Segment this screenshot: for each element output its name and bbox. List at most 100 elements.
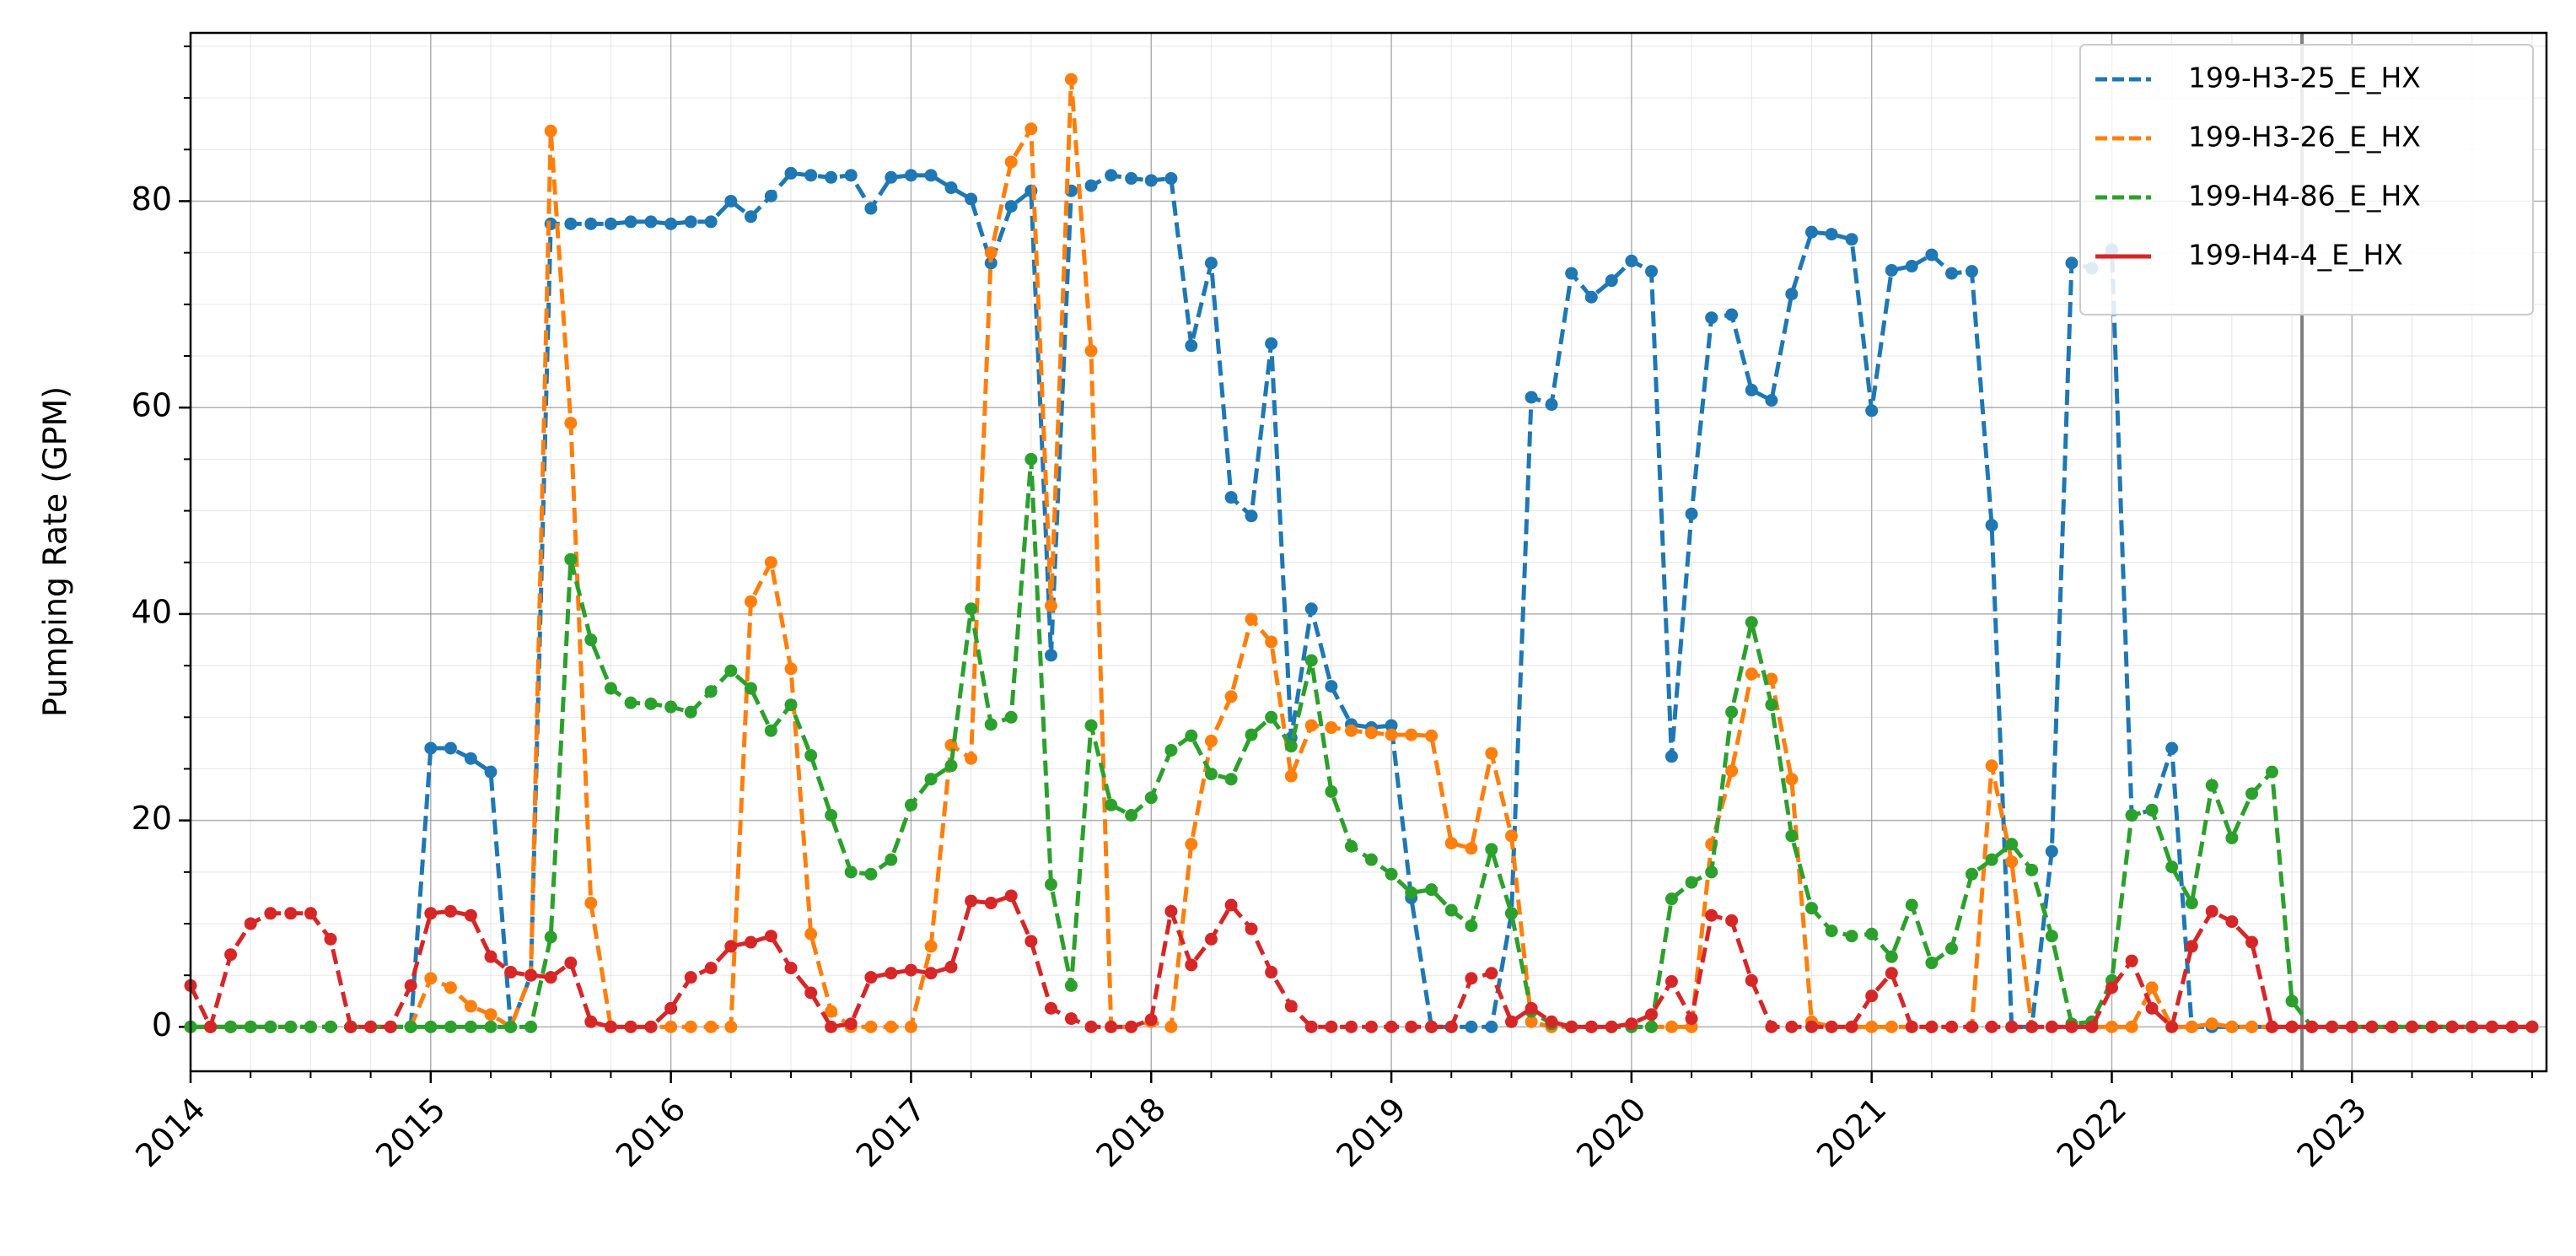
data-point [464, 1020, 477, 1033]
data-point [1865, 1020, 1879, 1033]
data-point [2385, 1020, 2399, 1033]
data-point [1845, 1020, 1858, 1033]
data-point [1645, 1008, 1659, 1022]
data-point [1725, 914, 1739, 927]
data-point [1705, 908, 1718, 922]
data-point [1385, 728, 1398, 741]
data-point [624, 1020, 637, 1033]
data-point [424, 907, 438, 920]
x-tick-label: 2015 [368, 1091, 453, 1175]
data-point [2245, 787, 2259, 800]
data-point [1845, 930, 1858, 943]
data-point [1465, 842, 1478, 855]
data-point [1344, 724, 1358, 737]
data-point [544, 971, 557, 984]
data-point [1745, 667, 1758, 681]
data-point [864, 971, 878, 984]
data-point [1865, 989, 1879, 1003]
data-point [1765, 1020, 1778, 1033]
data-point [1125, 172, 1138, 186]
plot-frame [189, 31, 2548, 1073]
data-point [1325, 784, 1338, 798]
series-line [188, 892, 2532, 1033]
data-point [244, 917, 257, 930]
data-point [564, 217, 578, 230]
data-point [704, 685, 718, 698]
data-point [1265, 337, 1278, 350]
data-point [1925, 1020, 1939, 1033]
data-point [1044, 599, 1057, 612]
data-point [825, 809, 838, 822]
data-point [1425, 883, 1439, 897]
data-point [944, 759, 958, 773]
data-point [1024, 935, 1038, 948]
data-point [1825, 924, 1838, 938]
data-point [1245, 509, 1258, 523]
data-point [1204, 932, 1218, 946]
data-point [2445, 1020, 2459, 1033]
data-point [544, 930, 557, 944]
data-point [1705, 311, 1718, 325]
data-point [624, 696, 637, 709]
data-point [2485, 1020, 2498, 1033]
data-point [1105, 1020, 1118, 1033]
data-point [1044, 649, 1057, 662]
data-point [1144, 1013, 1158, 1027]
data-point [704, 215, 718, 229]
data-point [1685, 1012, 1698, 1026]
data-point [1364, 1020, 1378, 1033]
data-point [1405, 728, 1418, 741]
data-point [2365, 1020, 2379, 1033]
data-point [2145, 981, 2159, 995]
data-point [1525, 1001, 1538, 1015]
data-point [1765, 698, 1778, 712]
data-point [1185, 729, 1198, 742]
data-point [424, 741, 438, 755]
y-tick-label: 60 [132, 387, 172, 424]
data-point [1204, 734, 1218, 747]
data-point [844, 865, 858, 879]
data-point [1804, 225, 1818, 239]
data-point [1565, 267, 1578, 280]
data-point [1905, 260, 1918, 273]
data-point [1745, 616, 1758, 629]
data-point [2265, 765, 2278, 779]
data-point [264, 1020, 277, 1033]
data-point [1825, 228, 1838, 241]
data-point [1865, 927, 1879, 941]
series-line [191, 78, 2532, 1031]
data-point [684, 1020, 697, 1033]
data-point [2406, 1020, 2419, 1033]
data-point [384, 1020, 397, 1033]
data-point [1044, 1001, 1057, 1015]
data-point [1504, 907, 1518, 920]
data-point [1284, 740, 1298, 753]
data-point [1284, 1000, 1298, 1013]
data-point [1245, 922, 1258, 935]
data-point [2205, 779, 2218, 792]
data-point [965, 192, 978, 206]
data-point [764, 556, 777, 569]
data-point [1885, 950, 1898, 963]
data-point [504, 966, 518, 979]
data-point [1625, 254, 1638, 267]
data-point [904, 798, 917, 811]
data-point [444, 741, 457, 755]
data-point [864, 867, 878, 881]
data-point [764, 930, 777, 943]
data-point [944, 960, 958, 973]
data-point [1204, 768, 1218, 781]
data-point [1344, 1020, 1358, 1033]
data-point [924, 169, 938, 182]
data-point [2285, 1020, 2299, 1033]
data-point [724, 664, 738, 677]
legend-label: 199-H3-25_E_HX [2188, 62, 2421, 94]
data-point [584, 1015, 598, 1028]
data-point [764, 724, 777, 737]
data-point [1565, 1020, 1578, 1033]
data-point [704, 1020, 718, 1033]
data-point [2185, 940, 2198, 953]
data-point [2145, 803, 2159, 817]
x-tick-label: 2023 [2290, 1091, 2374, 1175]
